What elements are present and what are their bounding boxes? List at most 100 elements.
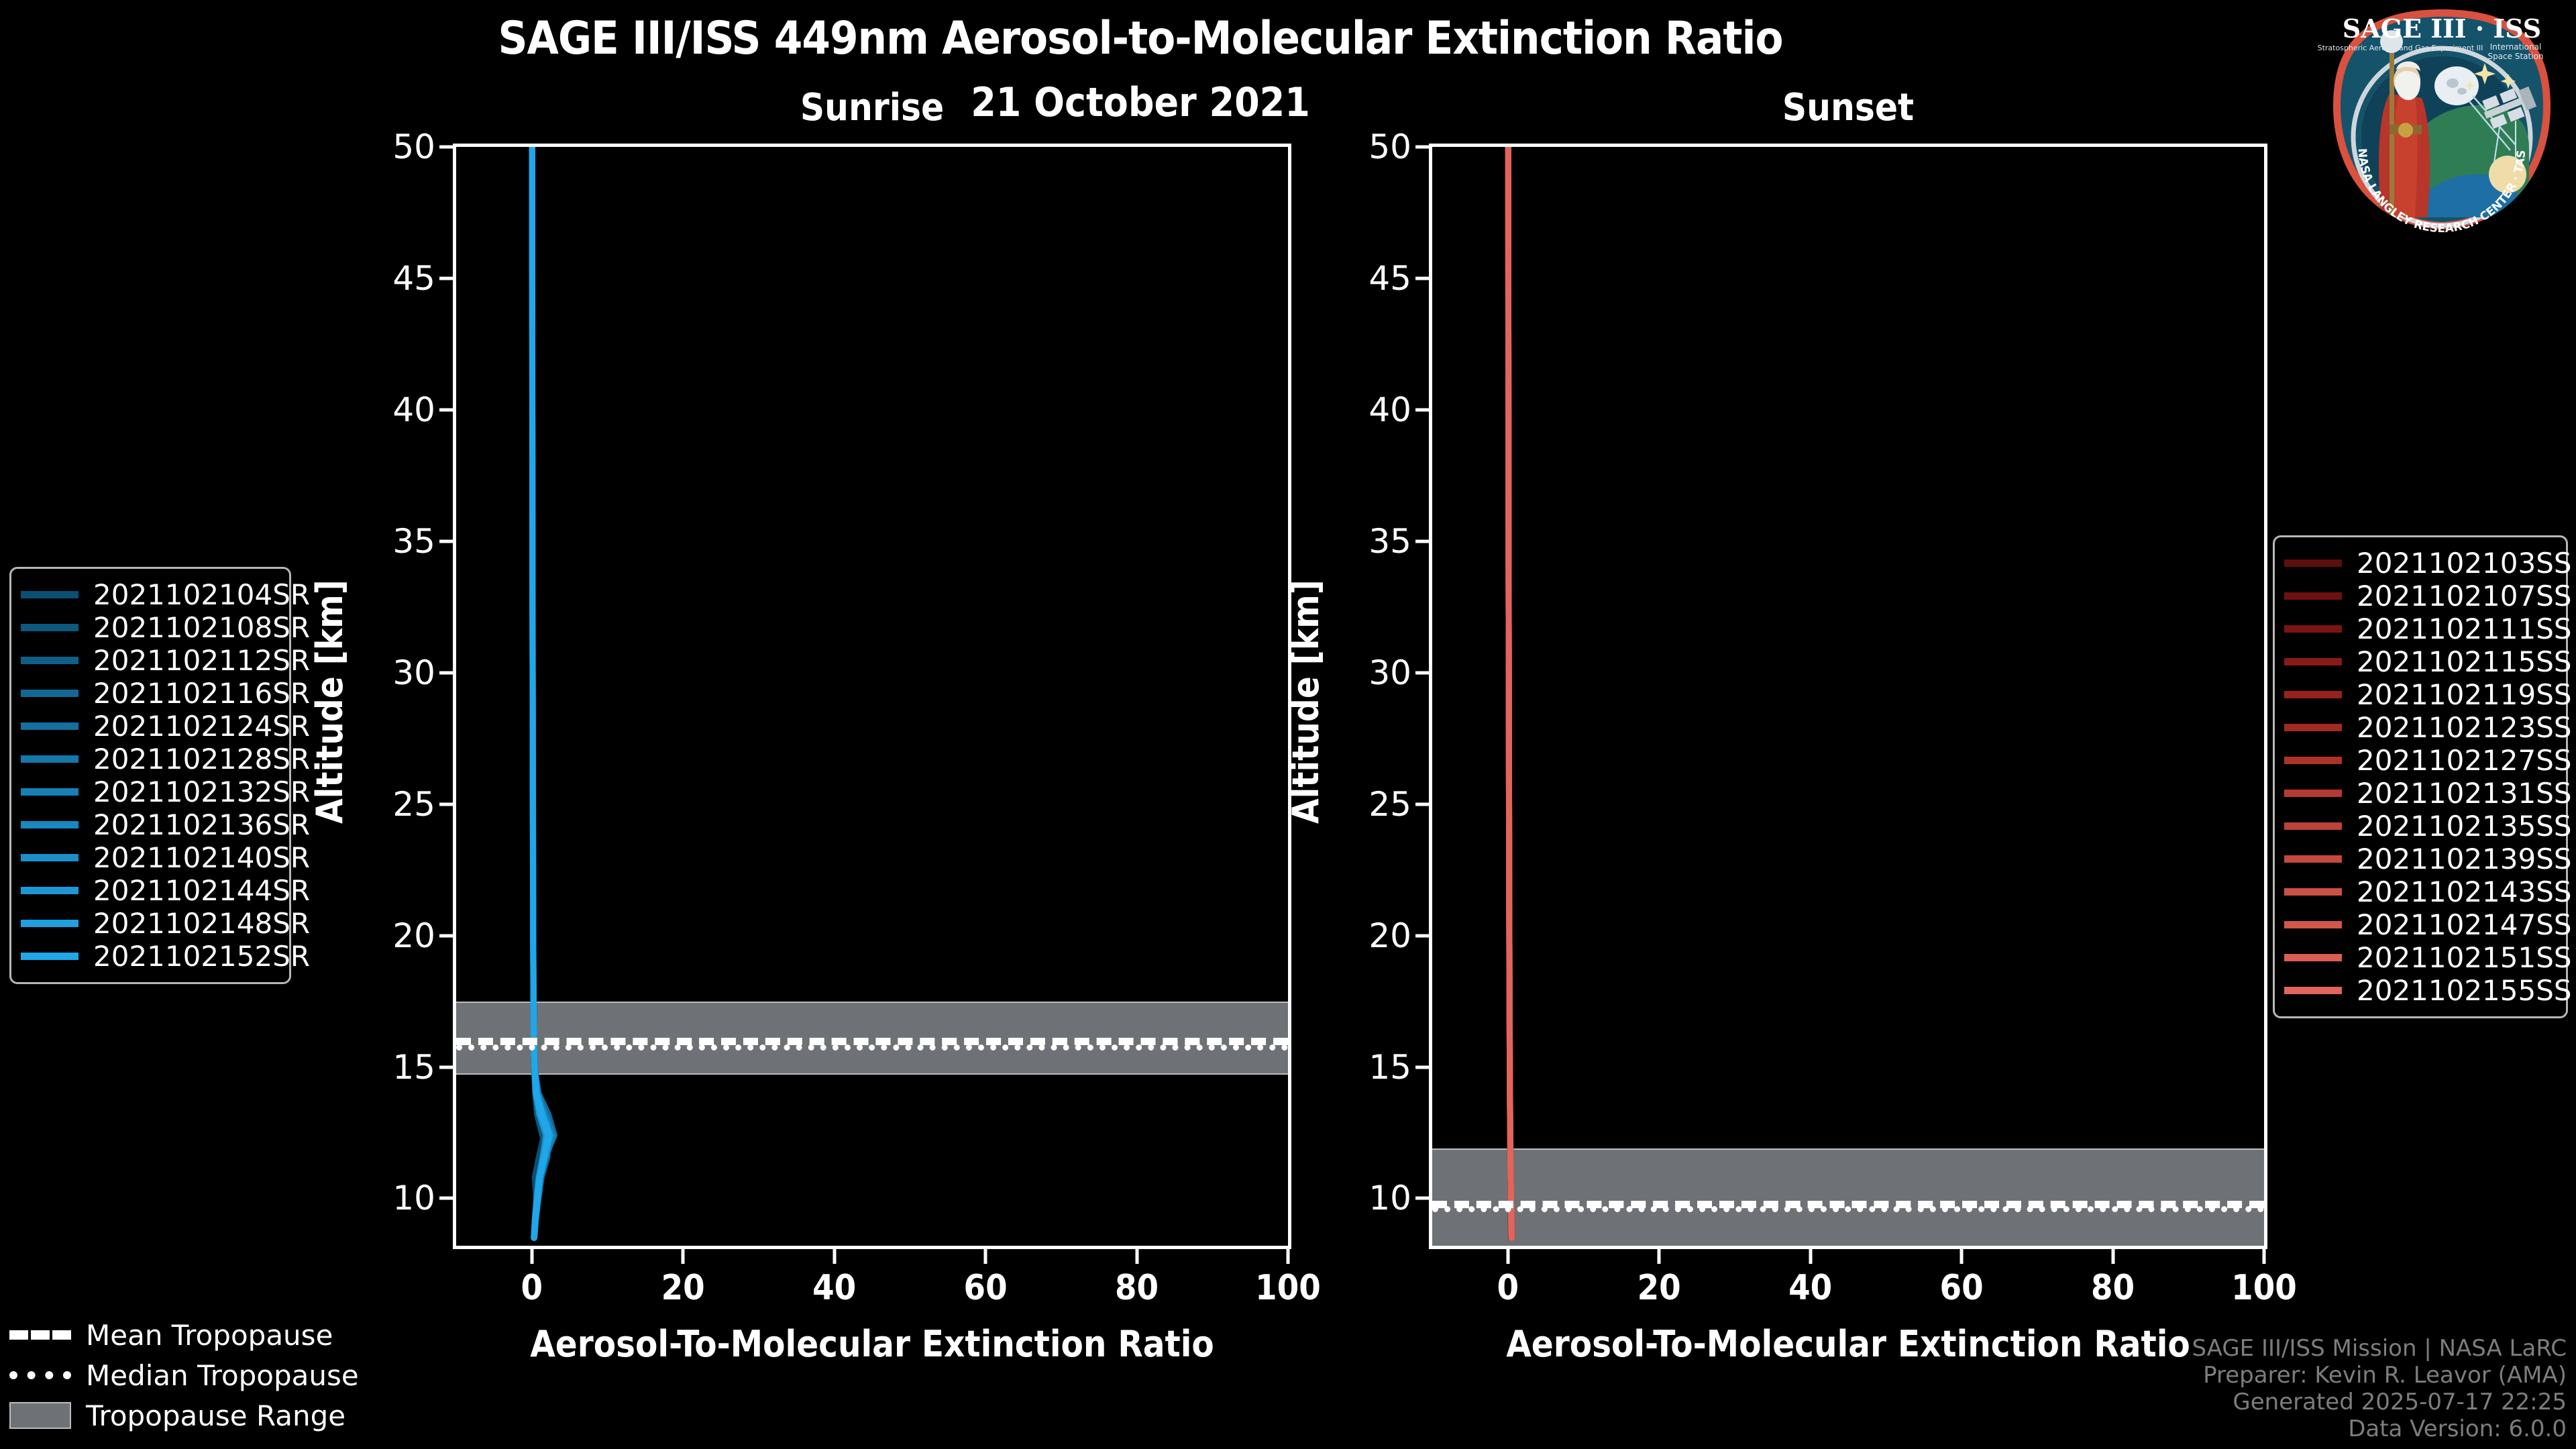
date-subtitle: 21 October 2021: [971, 79, 1310, 126]
legend-color-swatch: [21, 953, 78, 960]
legend-item-sunset[interactable]: 2021102143SS: [2284, 875, 2572, 908]
sunrise-panel-title: Sunrise: [800, 86, 945, 129]
legend-item-sunrise[interactable]: 2021102148SR: [21, 907, 310, 940]
legend-item-sunset[interactable]: 2021102151SS: [2284, 941, 2572, 974]
y-axis-tick-label: 15: [1368, 1047, 1411, 1087]
y-axis-tick-label: 45: [1368, 258, 1411, 298]
y-axis-tick-mark: [1415, 539, 1430, 543]
legend-item-label: 2021102124SR: [93, 710, 311, 743]
x-axis-tick-label: 60: [1939, 1268, 1984, 1308]
x-axis-tick-label: 60: [963, 1268, 1008, 1308]
legend-item-sunrise[interactable]: 2021102124SR: [21, 710, 310, 743]
legend-item-sunset[interactable]: 2021102127SS: [2284, 744, 2572, 777]
legend-item-sunrise[interactable]: 2021102104SR: [21, 578, 310, 611]
x-axis-tick-mark: [530, 1249, 534, 1264]
legend-color-swatch: [2284, 592, 2342, 600]
legend-color-swatch: [2284, 822, 2342, 830]
sunrise-legend[interactable]: 2021102104SR 2021102108SR 2021102112SR 2021…: [9, 567, 310, 984]
credits-line-preparer: Preparer: Kevin R. Leavor (AMA): [2203, 1362, 2567, 1389]
legend-color-swatch: [21, 657, 78, 664]
legend-color-swatch: [21, 821, 78, 828]
x-axis-tick-mark: [2111, 1249, 2115, 1264]
legend-item-label: 2021102144SR: [93, 874, 311, 907]
legend-item-sunset[interactable]: 2021102107SS: [2284, 580, 2572, 612]
y-axis-tick-label: 35: [1368, 521, 1411, 561]
legend-color-swatch: [2284, 691, 2342, 698]
legend-item-sunset[interactable]: 2021102155SS: [2284, 974, 2572, 1007]
legend-item-sunset[interactable]: 2021102103SS: [2284, 547, 2572, 580]
y-axis-tick-label: 50: [392, 127, 435, 166]
y-axis-tick-label: 40: [392, 390, 435, 429]
series-line: [529, 147, 552, 1241]
legend-item-sunset[interactable]: 2021102115SS: [2284, 645, 2572, 678]
legend-color-swatch: [2284, 625, 2342, 633]
legend-item-label: 2021102107SS: [2357, 580, 2572, 612]
y-axis-tick-label: 10: [1368, 1179, 1411, 1218]
y-axis-tick-mark: [439, 671, 454, 675]
x-axis-tick-label: 80: [2090, 1268, 2135, 1308]
tropopause-range-band: [1432, 1148, 2264, 1246]
y-axis-tick-mark: [439, 539, 454, 543]
legend-item-sunset[interactable]: 2021102111SS: [2284, 612, 2572, 645]
y-axis-tick-label: 10: [392, 1179, 435, 1218]
legend-item-sunrise[interactable]: 2021102140SR: [21, 841, 310, 874]
legend-item-sunrise[interactable]: 2021102112SR: [21, 644, 310, 677]
legend-color-swatch: [2284, 658, 2342, 665]
legend-item-label: 2021102103SS: [2357, 547, 2572, 580]
x-axis-tick-mark: [983, 1249, 987, 1264]
legend-color-swatch: [21, 887, 78, 894]
legend-item-sunrise[interactable]: 2021102108SR: [21, 611, 310, 644]
legend-item-sunrise[interactable]: 2021102152SR: [21, 940, 310, 973]
x-axis-tick-label: 100: [1255, 1268, 1321, 1308]
x-axis-tick-label: 20: [661, 1268, 705, 1308]
y-axis-tick-label: 25: [1368, 784, 1411, 824]
y-axis-tick-mark: [439, 1196, 454, 1200]
x-axis-tick-mark: [1506, 1249, 1510, 1264]
legend-color-swatch: [21, 788, 78, 796]
legend-item-sunset[interactable]: 2021102147SS: [2284, 908, 2572, 941]
legend-item-label: 2021102123SS: [2357, 711, 2572, 744]
x-axis-tick-mark: [1135, 1249, 1139, 1264]
sage3-iss-mission-patch-logo: SAGE III · ISS Stratospheric Aerosol and…: [2310, 0, 2569, 235]
legend-item-sunset[interactable]: 2021102135SS: [2284, 810, 2572, 843]
credits-line-version: Data Version: 6.0.0: [2348, 1415, 2567, 1442]
legend-color-swatch: [21, 854, 78, 861]
y-axis-tick-mark: [439, 802, 454, 806]
legend-item-label: 2021102132SR: [93, 775, 311, 808]
x-axis-tick-mark: [1809, 1249, 1813, 1264]
legend-item-sunset[interactable]: 2021102119SS: [2284, 678, 2572, 711]
mean-tropopause-line: [456, 1038, 1288, 1046]
sunrise-series-group: [529, 147, 558, 1241]
legend-item-label: 2021102155SS: [2357, 974, 2572, 1007]
legend-item-label: 2021102127SS: [2357, 744, 2572, 777]
sunset-legend[interactable]: 2021102103SS 2021102107SS 2021102111SS 2021…: [2273, 535, 2572, 1018]
y-axis-tick-mark: [439, 1065, 454, 1069]
legend-item-sunset[interactable]: 2021102131SS: [2284, 777, 2572, 810]
mission-patch-icon: SAGE III · ISS Stratospheric Aerosol and…: [2310, 0, 2551, 235]
legend-item-sunrise[interactable]: 2021102136SR: [21, 808, 310, 841]
legend-item-sunset[interactable]: 2021102123SS: [2284, 711, 2572, 744]
sunset-series-group: [1505, 147, 1515, 1241]
legend-item-label: 2021102131SS: [2357, 777, 2572, 810]
y-axis-tick-mark: [1415, 671, 1430, 675]
y-axis-tick-label: 50: [1368, 127, 1411, 166]
legend-item-sunrise[interactable]: 2021102116SR: [21, 677, 310, 710]
y-axis-tick-label: 30: [392, 653, 435, 692]
x-axis-tick-label: 0: [1497, 1268, 1519, 1308]
y-axis-tick-mark: [1415, 934, 1430, 938]
legend-item-sunrise[interactable]: 2021102132SR: [21, 775, 310, 808]
legend-item-sunrise[interactable]: 2021102144SR: [21, 874, 310, 907]
legend-item-sunrise[interactable]: 2021102128SR: [21, 743, 310, 775]
legend-color-swatch: [2284, 724, 2342, 731]
y-axis-tick-label: 25: [392, 784, 435, 824]
legend-item-label: 2021102136SR: [93, 808, 311, 841]
tropopause-legend: Mean Tropopause Median Tropopause Tropopau…: [9, 1315, 385, 1436]
y-axis-title: Altitude [km]: [309, 580, 351, 824]
mean-tropopause-line: [1432, 1201, 2264, 1209]
legend-color-swatch: [21, 690, 78, 697]
y-axis-tick-mark: [1415, 145, 1430, 149]
legend-color-swatch: [21, 624, 78, 631]
legend-item-label: 2021102104SR: [93, 578, 311, 611]
legend-item-sunset[interactable]: 2021102139SS: [2284, 843, 2572, 875]
legend-color-swatch: [2284, 888, 2342, 896]
